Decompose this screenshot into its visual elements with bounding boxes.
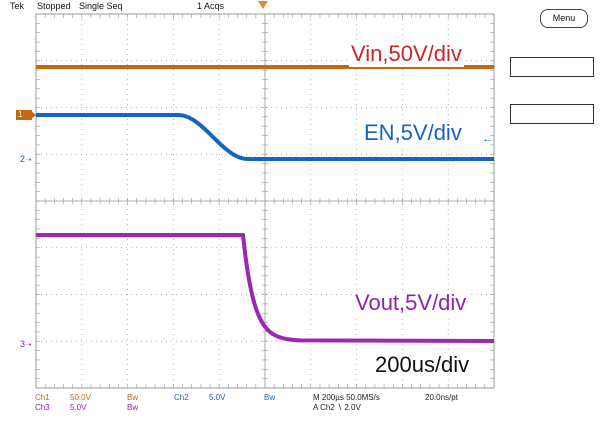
horizontal-settings: M 200µs 50.0MS/s (313, 393, 380, 402)
ch3-label: Ch3 (35, 403, 50, 412)
arrow-right-icon: ➝ (25, 155, 32, 164)
vout-trace (36, 233, 495, 343)
ch1-scale: 50.0V (70, 393, 91, 402)
menu-button[interactable]: Menu (540, 9, 588, 28)
waveform-traces (36, 65, 495, 343)
ch2-label: Ch2 (174, 393, 189, 402)
vin-label: Vin,50V/div (349, 41, 464, 67)
trigger-position-marker (258, 1, 268, 9)
side-menu-button-1[interactable] (510, 57, 594, 77)
time-per-point: 20.0ns/pt (425, 393, 458, 402)
acquisition-mode: Single Seq (79, 1, 123, 11)
side-menu-button-2[interactable] (510, 104, 594, 124)
ch2-bw: Bw (264, 393, 276, 402)
en-label: EN,5V/div (362, 120, 464, 146)
arrow-left-icon: ← (482, 133, 493, 145)
ch2-marker[interactable]: 2➝ (20, 154, 32, 164)
ch3-bw: Bw (127, 403, 139, 412)
ch1-marker[interactable]: 1 (16, 110, 32, 120)
arrow-right-icon: ➝ (25, 340, 32, 349)
ch3-marker[interactable]: 3➝ (20, 339, 32, 349)
ch1-label: Ch1 (35, 393, 50, 402)
en-trace (36, 113, 494, 161)
timebase-label: 200us/div (373, 352, 472, 378)
ch1-bw: Bw (127, 393, 139, 402)
vout-label: Vout,5V/div (353, 290, 469, 316)
graticule-grid (35, 13, 495, 389)
acquisition-count: 1 Acqs (197, 1, 225, 11)
trigger-settings: A Ch2 ∖ 2.0V (313, 403, 361, 412)
ch3-scale: 5.0V (70, 403, 87, 412)
brand-label: Tek (10, 1, 25, 11)
acquisition-state: Stopped (37, 1, 71, 11)
ch1-marker-arrow (30, 110, 36, 120)
ch2-scale: 5.0V (209, 393, 226, 402)
